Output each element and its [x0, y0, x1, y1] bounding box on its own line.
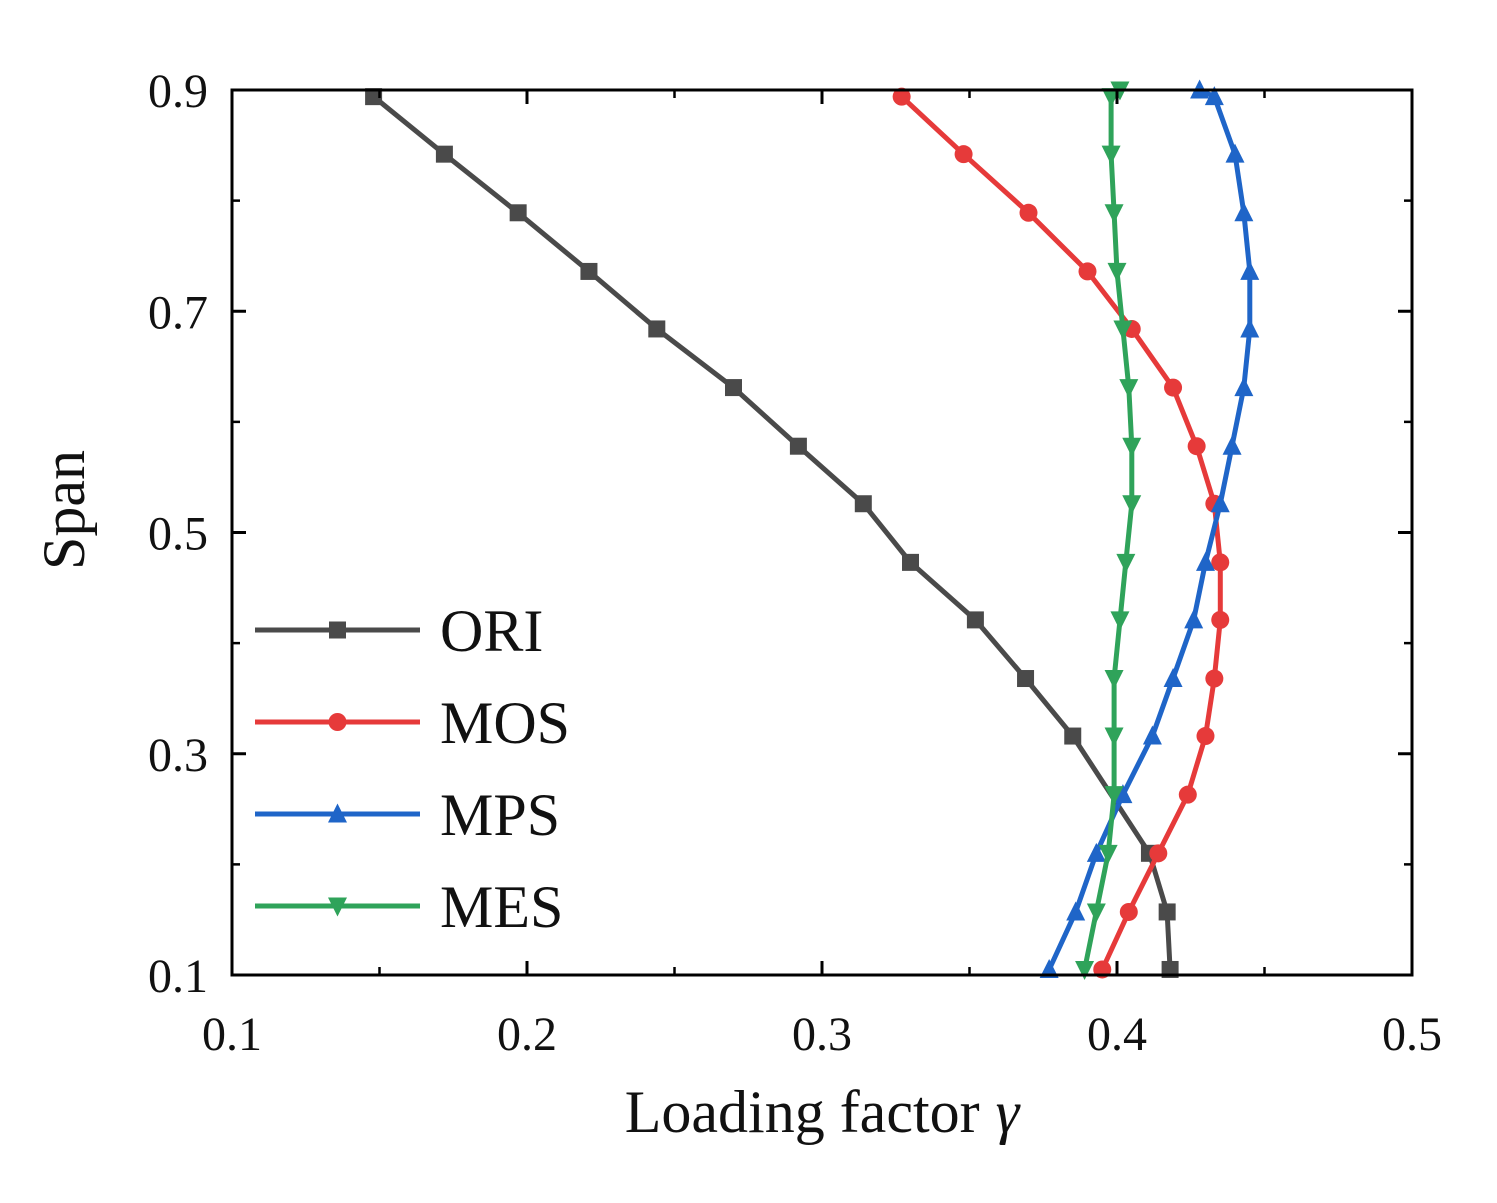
data-point-mos	[1211, 610, 1230, 629]
data-point-mps	[1210, 493, 1230, 513]
legend-label-mes: MES	[440, 874, 563, 940]
data-point-mos	[1187, 437, 1206, 456]
legend-marker-mos	[328, 713, 347, 731]
legend-item-mes: MES	[255, 874, 563, 940]
y-axis-title: Span	[31, 450, 97, 570]
series-line-mos	[899, 94, 1223, 972]
data-point-mps	[1184, 609, 1204, 629]
data-point-ori	[648, 320, 666, 338]
data-point-mes	[1104, 786, 1124, 806]
data-point-mps	[1225, 143, 1245, 163]
data-point-mes	[1104, 727, 1124, 747]
data-point-ori	[902, 553, 919, 571]
data-point-mes	[1098, 844, 1118, 864]
data-point-mps	[1234, 377, 1254, 397]
y-tick-label: 0.1	[148, 950, 208, 1003]
data-point-mes	[1086, 903, 1106, 923]
x-axis-title-text: Loading factor	[625, 1079, 980, 1145]
data-point-ori	[365, 88, 383, 106]
data-point-mps	[1234, 202, 1254, 222]
data-point-mos	[1178, 785, 1197, 804]
legend-label-mps: MPS	[440, 782, 560, 848]
data-point-mos	[1149, 844, 1168, 863]
data-point-mps	[1240, 260, 1260, 280]
data-point-mes	[1116, 553, 1136, 573]
data-point-mos	[892, 87, 911, 106]
legend-label-ori: ORI	[440, 598, 543, 664]
y-tick-label: 0.3	[148, 729, 208, 782]
data-point-mos	[1119, 902, 1138, 921]
x-tick-label: 0.2	[497, 1008, 557, 1061]
data-point-mos	[1211, 553, 1230, 572]
legend-item-mos: MOS	[255, 690, 570, 756]
data-point-mos	[1078, 262, 1097, 281]
legend-item-ori: ORI	[255, 598, 543, 664]
x-tick-label: 0.3	[792, 1008, 852, 1061]
data-point-mos	[954, 145, 973, 164]
legend-marker-ori	[329, 621, 346, 639]
x-tick-label: 0.4	[1087, 1008, 1147, 1061]
data-point-ori	[966, 611, 984, 629]
data-point-mos	[1205, 669, 1224, 688]
y-tick-label: 0.7	[148, 286, 208, 339]
data-point-mes	[1101, 145, 1121, 165]
data-point-mps	[1039, 958, 1059, 978]
data-point-mes	[1104, 204, 1124, 224]
y-tick-label: 0.9	[148, 65, 208, 118]
data-point-mes	[1122, 437, 1142, 457]
data-point-mps	[1086, 842, 1106, 862]
data-point-ori	[725, 379, 742, 397]
data-point-ori	[1158, 903, 1176, 921]
data-point-mps	[1142, 725, 1162, 745]
data-point-mes	[1075, 960, 1095, 980]
data-point-mps	[1113, 784, 1133, 804]
legend-marker-mps	[328, 803, 347, 823]
data-point-mes	[1122, 495, 1142, 515]
data-point-mes	[1113, 320, 1133, 340]
legend-label-mos: MOS	[440, 690, 570, 756]
series-layer	[365, 79, 1260, 980]
x-tick-label: 0.5	[1382, 1008, 1442, 1061]
data-point-ori	[789, 437, 807, 455]
data-point-ori	[509, 204, 527, 222]
data-point-mes	[1110, 611, 1130, 631]
legend: ORI MOS MPS MES	[255, 598, 570, 940]
legend-item-mps: MPS	[255, 782, 560, 848]
data-point-mps	[1066, 901, 1086, 921]
x-tick-label: 0.1	[202, 1008, 262, 1061]
data-point-mps	[1240, 318, 1260, 338]
data-point-mos	[1164, 378, 1183, 397]
data-point-mes	[1107, 262, 1127, 282]
data-point-ori	[435, 145, 453, 163]
data-point-mps	[1163, 668, 1183, 688]
x-axis-title: Loading factor γ	[625, 1079, 1021, 1145]
x-axis-symbol: γ	[996, 1079, 1021, 1145]
data-point-ori	[854, 495, 872, 513]
data-point-mps	[1204, 86, 1224, 106]
legend-marker-mes	[328, 897, 347, 917]
y-tick-label: 0.5	[148, 508, 208, 561]
data-point-mos	[1019, 203, 1038, 222]
data-point-ori	[1017, 670, 1035, 688]
data-point-mes	[1104, 670, 1124, 690]
data-point-mps	[1222, 435, 1242, 455]
tick-layer: 0.1 0.2 0.3 0.4 0.5 0.1 0.3 0.5 0.7 0.9	[148, 65, 1442, 1061]
data-point-mps	[1196, 551, 1215, 571]
data-point-mes	[1119, 379, 1139, 399]
data-point-ori	[1064, 727, 1082, 745]
data-point-ori	[580, 262, 598, 280]
data-point-mos	[1196, 727, 1215, 746]
